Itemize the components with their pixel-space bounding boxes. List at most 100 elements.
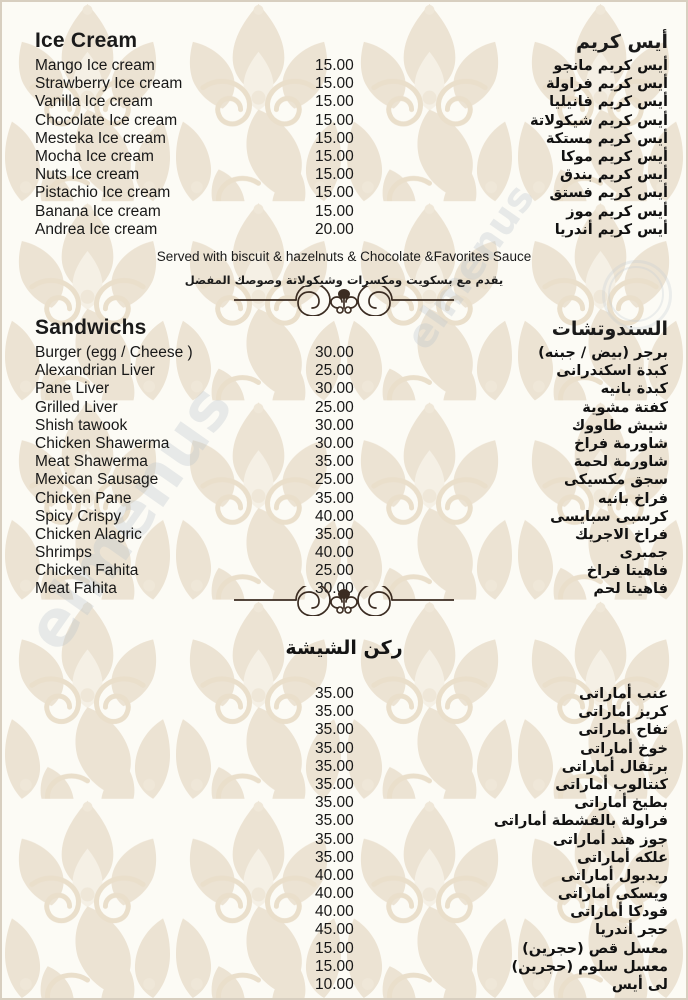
menu-item-price: 40.00 — [315, 903, 354, 921]
menu-item-price: 10.00 — [315, 976, 354, 993]
menu-item-name-en: Pane Liver — [35, 380, 110, 398]
menu-item-name-en: Mocha Ice cream — [35, 147, 154, 165]
menu-item-name-ar: أيس كريم فانيليا — [549, 94, 668, 111]
menu-item-name-ar: جمبرى — [619, 545, 668, 562]
menu-item-price: 15.00 — [315, 129, 354, 147]
menu-item-name-en: Nuts Ice cream — [35, 166, 140, 184]
menu-item-name-ar: علكه أماراتى — [577, 849, 668, 866]
menu-item-name-ar: جوز هند أماراتى — [552, 831, 668, 848]
menu-item-name-en: Strawberry Ice cream — [35, 75, 183, 93]
menu-item-name-ar: كريز أماراتى — [578, 704, 668, 721]
menu-item-row: Shish tawook 30.00 شيش طاووك — [2, 417, 686, 435]
menu-item-name-en: Alexandrian Liver — [35, 362, 155, 380]
menu-item-row: 10.00 لى أيس — [2, 976, 686, 994]
menu-item-price: 25.00 — [315, 362, 354, 380]
menu-item-price: 35.00 — [315, 794, 354, 812]
menu-item-name-ar: فاهيتا فراخ — [586, 563, 668, 580]
menu-item-row: 35.00 عنب أماراتى — [2, 685, 686, 703]
menu-item-name-ar: برتقال أماراتى — [561, 758, 668, 775]
menu-item-name-ar: فودكا أماراتى — [570, 904, 668, 921]
menu-item-name-en: Mesteka Ice cream — [35, 129, 166, 147]
menu-item-price: 40.00 — [315, 866, 354, 884]
menu-item-name-ar: كبدة اسكندرانى — [556, 363, 668, 380]
menu-item-row: Chicken Alagric 35.00 فراخ الاجريك — [2, 526, 686, 544]
item-list-shisha: 35.00 عنب أماراتى 35.00 كريز أماراتى 35.00 تف… — [2, 685, 686, 994]
menu-item-name-en: Mango Ice cream — [35, 57, 155, 74]
section-title-sandwichs-ar: السندوتشات — [551, 318, 668, 340]
menu-item-price: 30.00 — [315, 344, 354, 361]
menu-item-price: 35.00 — [315, 489, 354, 507]
menu-item-name-ar: أيس كريم بندق — [560, 167, 668, 184]
menu-item-name-en: Vanilla Ice cream — [35, 93, 153, 111]
menu-item-name-ar: أيس كريم موز — [566, 203, 668, 220]
menu-item-price: 40.00 — [315, 544, 354, 562]
menu-item-row: Chicken Fahita 25.00 فاهيتا فراخ — [2, 562, 686, 580]
menu-item-name-en: Spicy Crispy — [35, 507, 122, 525]
menu-item-row: Burger (egg / Cheese ) 30.00 برجر (بيض / ج… — [2, 344, 686, 362]
menu-item-row: Chicken Pane 35.00 فراخ بانيه — [2, 490, 686, 508]
menu-item-name-en: Burger (egg / Cheese ) — [35, 344, 193, 361]
menu-item-name-ar: فراخ بانيه — [597, 490, 668, 507]
menu-item-name-ar: معسل قص (حجرين) — [522, 940, 668, 957]
menu-item-name-ar: خوخ أماراتى — [580, 740, 668, 757]
menu-item-name-ar: برجر (بيض / جبنه) — [538, 345, 668, 361]
menu-item-price: 25.00 — [315, 398, 354, 416]
menu-item-name-ar: عنب أماراتى — [578, 686, 668, 702]
menu-item-name-ar: كرسبى سبايسى — [550, 508, 668, 525]
menu-item-name-en: Pistachio Ice cream — [35, 184, 171, 202]
menu-item-name-ar: معسل سلوم (حجرين) — [511, 958, 668, 975]
menu-item-name-ar: شاورمة فراخ — [574, 435, 668, 452]
menu-item-price: 35.00 — [315, 830, 354, 848]
menu-item-row: Grilled Liver 25.00 كفتة مشوية — [2, 399, 686, 417]
menu-item-name-ar: شيش طاووك — [571, 417, 668, 434]
menu-item-price: 15.00 — [315, 184, 354, 202]
menu-item-row: 35.00 كنتالوب أماراتى — [2, 776, 686, 794]
menu-item-row: 35.00 جوز هند أماراتى — [2, 831, 686, 849]
menu-item-row: 40.00 ويسكى أماراتى — [2, 885, 686, 903]
menu-item-name-ar: فراخ الاجريك — [574, 526, 668, 543]
menu-item-row: 35.00 بطيخ أماراتى — [2, 794, 686, 812]
menu-item-price: 35.00 — [315, 685, 354, 702]
section-title-ice-cream-en: Ice Cream — [35, 29, 138, 52]
menu-item-price: 15.00 — [315, 957, 354, 975]
menu-item-name-ar: أيس كريم موكا — [560, 148, 668, 165]
menu-item-row: 15.00 معسل قص (حجرين) — [2, 940, 686, 958]
menu-item-row: 35.00 برتقال أماراتى — [2, 758, 686, 776]
menu-item-row: 35.00 كريز أماراتى — [2, 703, 686, 721]
menu-item-name-ar: كبدة بانيه — [600, 381, 668, 398]
menu-item-name-ar: ويسكى أماراتى — [557, 886, 668, 903]
menu-item-name-ar: أيس كريم مانجو — [553, 58, 668, 74]
menu-item-price: 15.00 — [315, 202, 354, 220]
menu-item-name-ar: كنتالوب أماراتى — [555, 776, 668, 793]
menu-item-name-ar: تفاح أماراتى — [578, 722, 668, 739]
menu-item-price: 25.00 — [315, 562, 354, 580]
menu-item-price: 20.00 — [315, 220, 354, 238]
menu-item-name-en: Chicken Fahita — [35, 562, 139, 580]
menu-item-name-en: Meat Shawerma — [35, 453, 148, 471]
menu-item-row: Vanilla Ice cream 15.00 أيس كريم فانيليا — [2, 93, 686, 111]
item-list-sandwichs: Burger (egg / Cheese ) 30.00 برجر (بيض / ج… — [2, 344, 686, 599]
menu-item-price: 35.00 — [315, 757, 354, 775]
menu-item-name-en: Chicken Alagric — [35, 525, 142, 543]
menu-item-row: Strawberry Ice cream 15.00 أيس كريم فراولة — [2, 75, 686, 93]
menu-item-name-en: Shrimps — [35, 544, 92, 562]
menu-item-name-ar: ريدبول أماراتى — [560, 867, 668, 884]
menu-item-name-ar: كفتة مشوية — [582, 399, 668, 416]
menu-item-row: 45.00 حجر أندريا — [2, 921, 686, 939]
menu-item-name-ar: أيس كريم مستكة — [545, 130, 668, 147]
menu-item-row: Mocha Ice cream 15.00 أيس كريم موكا — [2, 148, 686, 166]
menu-item-price: 15.00 — [315, 75, 354, 93]
menu-item-row: 35.00 فراولة بالقشطة أماراتى — [2, 812, 686, 830]
menu-item-name-ar: أيس كريم فستق — [549, 185, 668, 202]
menu-item-price: 25.00 — [315, 471, 354, 489]
menu-item-name-en: Andrea Ice cream — [35, 220, 158, 238]
section-title-sandwichs-en: Sandwichs — [35, 316, 147, 339]
menu-item-price: 15.00 — [315, 166, 354, 184]
menu-item-row: Alexandrian Liver 25.00 كبدة اسكندرانى — [2, 362, 686, 380]
menu-item-name-en: Banana Ice cream — [35, 202, 161, 220]
menu-item-price: 30.00 — [315, 434, 354, 452]
menu-item-price: 40.00 — [315, 507, 354, 525]
menu-item-row: 40.00 فودكا أماراتى — [2, 903, 686, 921]
menu-item-row: Mexican Sausage 25.00 سجق مكسيكى — [2, 471, 686, 489]
